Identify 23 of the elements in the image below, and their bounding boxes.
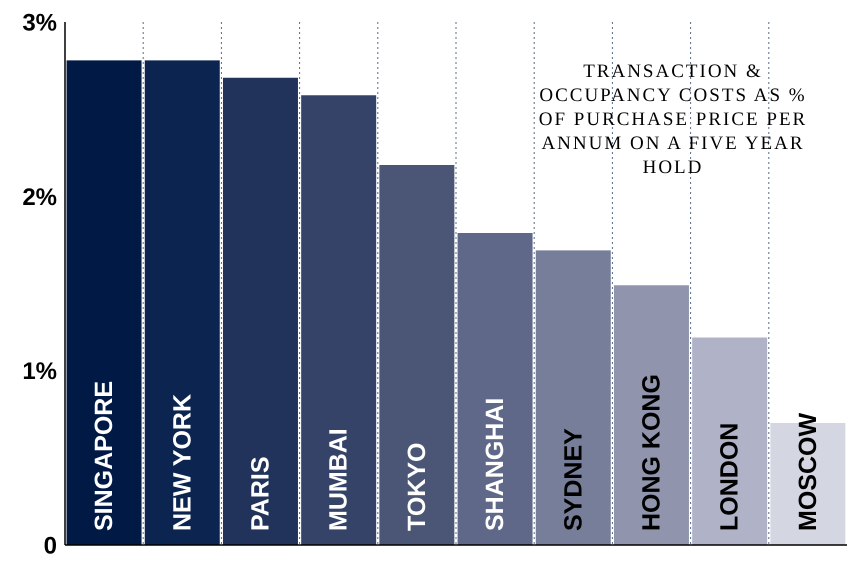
y-tick-label: 1% — [22, 358, 57, 386]
bar — [66, 60, 142, 545]
x-tick-label: LONDON — [716, 422, 744, 531]
bar — [692, 338, 768, 545]
x-tick-label: MUMBAI — [324, 428, 353, 531]
text: TRANSACTION & OCCUPANCY COSTS AS % OF PURCHASE PRICE PER ANNUM ON A FIVE YEAR HOLD — [538, 60, 808, 180]
x-tick-label: SYDNEY — [559, 428, 588, 531]
bar — [222, 78, 298, 545]
y-tick-label: 3% — [22, 10, 57, 37]
x-tick-label: PARIS — [246, 456, 274, 531]
x-tick-label: NEW YORK — [168, 394, 196, 531]
x-tick-label: TOKYO — [402, 442, 431, 531]
y-tick-label: 2% — [22, 184, 57, 211]
x-tick-label: HONG KONG — [637, 374, 666, 531]
bar — [614, 285, 689, 545]
y-tick-label: 0 — [44, 532, 57, 560]
bar — [379, 164, 454, 545]
x-tick-label: SINGAPORE — [90, 380, 118, 531]
bar — [536, 250, 611, 545]
bar — [301, 95, 376, 545]
x-tick-label: MOSCOW — [794, 412, 822, 531]
bar — [144, 60, 220, 545]
x-tick-label: SHANGHAI — [481, 398, 510, 531]
